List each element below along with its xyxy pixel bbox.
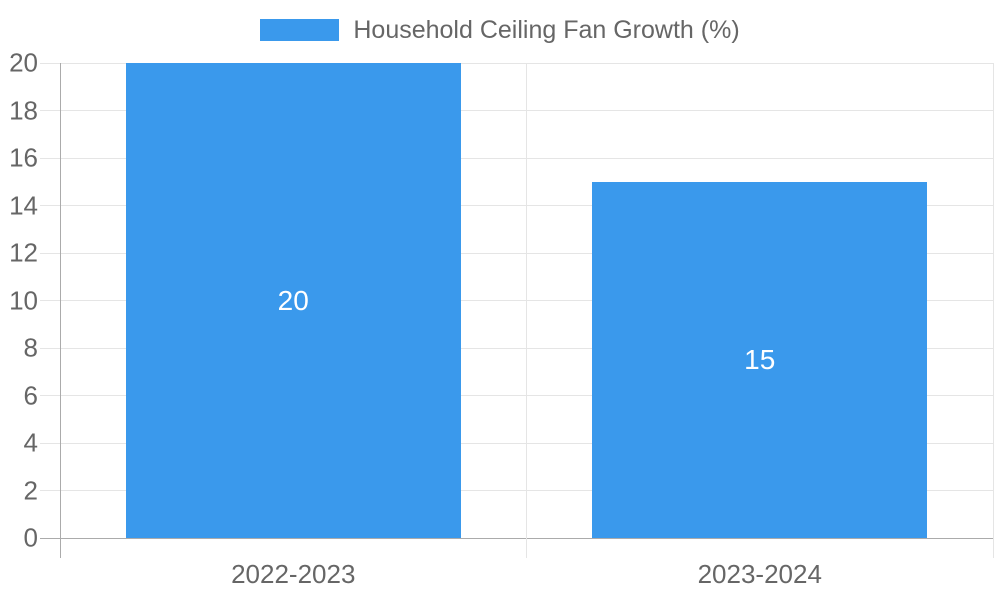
y-axis-tick xyxy=(40,157,60,159)
y-axis-tick xyxy=(40,537,60,539)
y-tick-label: 0 xyxy=(23,522,38,553)
bar[interactable] xyxy=(592,181,928,538)
y-tick-label: 2 xyxy=(23,475,38,505)
y-axis-tick xyxy=(40,300,60,301)
y-axis-tick xyxy=(40,252,60,254)
x-axis-tick xyxy=(59,538,61,558)
plot-area: 20 15 xyxy=(59,62,994,539)
y-tick-label: 6 xyxy=(23,380,38,410)
y-axis-tick xyxy=(40,347,60,349)
y-axis-tick xyxy=(40,62,60,64)
x-axis-tick xyxy=(992,538,994,558)
y-tick-label: 10 xyxy=(9,285,38,315)
y-tick-label: 16 xyxy=(9,142,38,173)
y-axis-tick xyxy=(40,490,60,491)
x-axis-tick xyxy=(526,538,527,558)
y-tick-label: 18 xyxy=(9,95,38,125)
y-tick-label: 12 xyxy=(9,237,38,268)
legend-swatch-icon xyxy=(260,19,340,41)
x-gridline xyxy=(526,63,527,538)
y-axis-tick xyxy=(40,205,60,206)
y-tick-label: 8 xyxy=(23,332,38,363)
x-axis-label: 2023-2024 xyxy=(697,559,822,589)
legend-label: Household Ceiling Fan Growth (%) xyxy=(353,16,740,44)
x-gridline xyxy=(992,63,994,538)
legend-item[interactable]: Household Ceiling Fan Growth (%) xyxy=(260,16,740,44)
y-tick-label: 14 xyxy=(9,190,38,220)
bar-value-label: 20 xyxy=(277,284,309,316)
x-gridline xyxy=(59,63,61,538)
legend: Household Ceiling Fan Growth (%) xyxy=(0,16,1000,44)
x-axis-label: 2022-2023 xyxy=(231,559,356,589)
y-axis-tick xyxy=(40,395,60,396)
bar[interactable] xyxy=(125,63,461,538)
bar-value-label: 15 xyxy=(744,343,776,375)
y-tick-label: 4 xyxy=(23,427,38,458)
y-axis-tick xyxy=(40,110,60,111)
y-tick-label: 20 xyxy=(9,47,38,78)
y-axis-tick xyxy=(40,442,60,444)
